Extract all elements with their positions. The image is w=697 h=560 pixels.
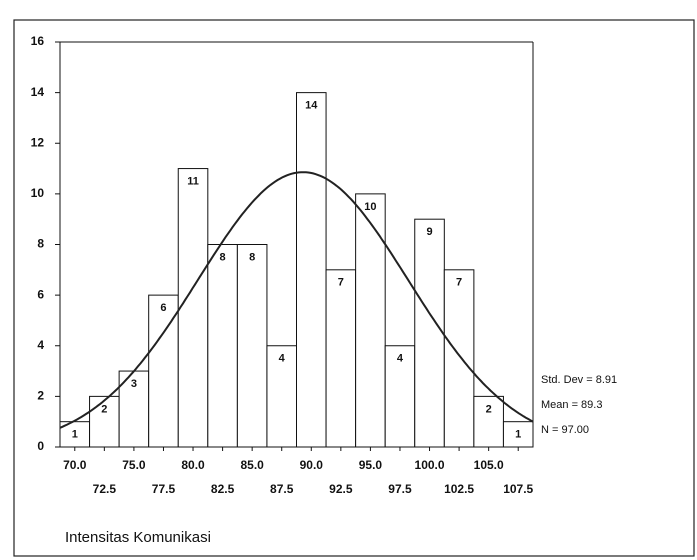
bar — [236, 244, 268, 448]
x-tick-label: 87.5 — [270, 482, 294, 496]
x-tick-label: 90.0 — [300, 458, 324, 472]
x-tick-label: 100.0 — [415, 458, 445, 472]
x-tick-label: 95.0 — [359, 458, 383, 472]
bar-value-label: 6 — [160, 302, 166, 314]
stat-label: N = 97.00 — [541, 424, 589, 436]
bar-value-label: 8 — [249, 251, 255, 263]
bar — [355, 193, 386, 448]
bar — [177, 168, 209, 448]
y-tick-label: 14 — [31, 85, 45, 99]
y-tick-label: 0 — [37, 439, 44, 453]
bar — [443, 269, 475, 448]
y-tick-label: 12 — [31, 135, 45, 149]
bar-value-label: 2 — [101, 403, 107, 415]
bar — [414, 218, 445, 448]
outer-frame — [13, 19, 695, 557]
normal-curve — [59, 171, 534, 429]
x-tick-label: 92.5 — [329, 482, 353, 496]
x-tick-label: 82.5 — [211, 482, 235, 496]
x-tick-label: 70.0 — [63, 458, 87, 472]
bar — [502, 421, 534, 448]
y-tick-label: 16 — [31, 34, 45, 48]
y-tick-label: 6 — [37, 287, 44, 301]
x-tick-label: 85.0 — [240, 458, 264, 472]
x-tick-label: 77.5 — [152, 482, 176, 496]
bar-value-label: 1 — [515, 429, 521, 441]
bar-value-label: 8 — [220, 251, 226, 263]
x-tick-label: 97.5 — [388, 482, 412, 496]
x-tick-label: 105.0 — [474, 458, 504, 472]
stat-label: Mean = 89.3 — [541, 399, 602, 411]
y-tick-label: 4 — [37, 338, 44, 352]
stat-label: Std. Dev = 8.91 — [541, 374, 617, 386]
y-tick-label: 10 — [31, 186, 45, 200]
bar-value-label: 10 — [364, 201, 376, 213]
bar — [325, 269, 357, 448]
bar-value-label: 2 — [486, 403, 492, 415]
bar — [118, 370, 150, 448]
bar-value-label: 4 — [279, 353, 286, 365]
bar — [207, 244, 238, 448]
x-tick-label: 102.5 — [444, 482, 474, 496]
bar — [473, 395, 504, 448]
bar-value-label: 7 — [456, 277, 462, 289]
bar — [296, 92, 327, 448]
x-tick-label: 107.5 — [503, 482, 533, 496]
bar-value-label: 1 — [72, 429, 78, 441]
bar — [384, 345, 416, 448]
bar-value-label: 4 — [397, 353, 404, 365]
bar — [266, 345, 297, 448]
x-tick-label: 72.5 — [93, 482, 117, 496]
bar-value-label: 14 — [305, 100, 318, 112]
x-tick-label: 75.0 — [122, 458, 146, 472]
bar-value-label: 9 — [426, 226, 432, 238]
x-tick-label: 80.0 — [181, 458, 205, 472]
bar-value-label: 11 — [187, 175, 199, 187]
bar — [89, 395, 120, 448]
bar-value-label: 3 — [131, 378, 137, 390]
y-tick-label: 8 — [37, 237, 44, 251]
x-axis-label: Intensitas Komunikasi — [65, 529, 211, 546]
bar-value-label: 7 — [338, 277, 344, 289]
y-tick-label: 2 — [37, 389, 44, 403]
